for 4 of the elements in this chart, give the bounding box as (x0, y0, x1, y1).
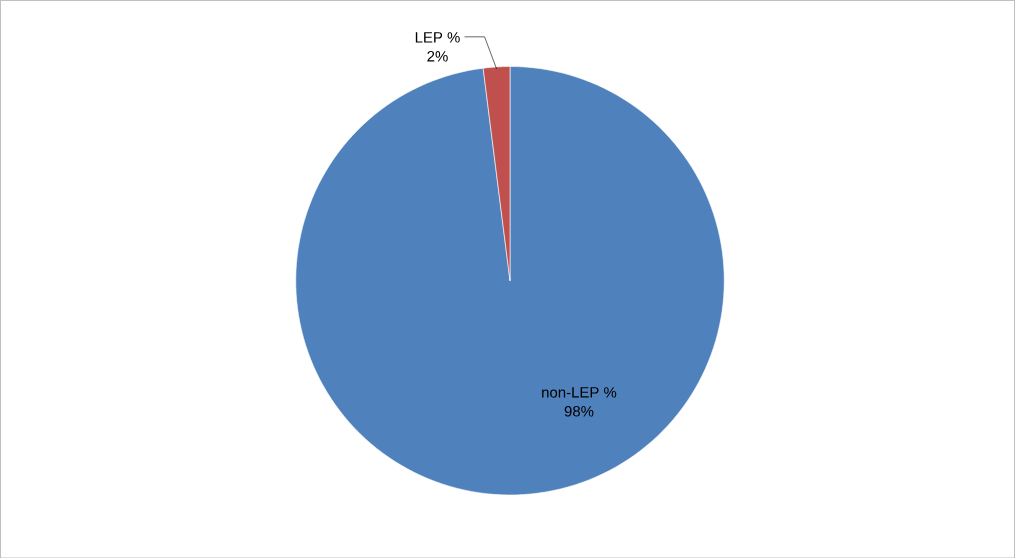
data-label: 98% (564, 405, 594, 417)
slice-label: non-LEP % (542, 386, 617, 398)
slice-label: LEP % (415, 31, 460, 43)
data-label: 2% (427, 50, 448, 62)
